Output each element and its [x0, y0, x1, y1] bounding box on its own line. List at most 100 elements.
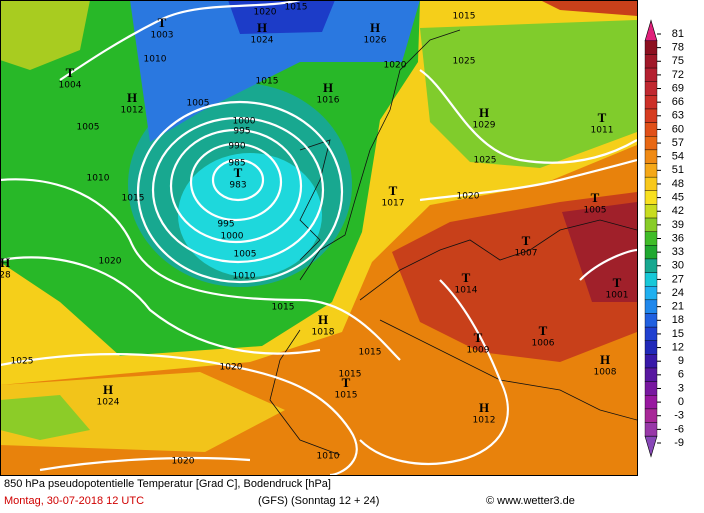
legend-swatch	[644, 245, 658, 260]
caption-description: 850 hPa pseudopotentielle Temperatur [Gr…	[4, 478, 331, 490]
pressure-value: 1015	[335, 391, 358, 401]
pressure-symbol: H	[103, 382, 113, 397]
legend-label: 30	[672, 260, 684, 272]
pressure-symbol: T	[462, 270, 471, 285]
legend-label: 6	[678, 369, 684, 381]
isobar-label: 1010	[233, 272, 256, 282]
isobar	[136, 100, 344, 284]
isobar-label: 1020	[254, 8, 277, 18]
isobar-label: 1025	[453, 57, 476, 67]
legend-label: 81	[672, 28, 684, 40]
legend-swatch	[644, 395, 658, 410]
legend-swatch	[644, 299, 658, 314]
legend-label: 9	[678, 355, 684, 367]
isobar-label: 1020	[220, 363, 243, 373]
pressure-symbol: T	[342, 375, 351, 390]
isobar-label: 1020	[457, 192, 480, 202]
isobar-label: 1010	[144, 55, 167, 65]
legend-label: 60	[672, 123, 684, 135]
legend-swatch	[644, 272, 658, 287]
legend-label: 75	[672, 55, 684, 67]
isobar	[189, 142, 283, 222]
legend-swatch	[644, 422, 658, 437]
caption-date: Montag, 30-07-2018 12 UTC	[4, 495, 144, 507]
pressure-symbol: H	[0, 255, 10, 270]
isobar-label: 1015	[339, 370, 362, 380]
legend-swatch	[644, 204, 658, 219]
isobar-label: 1020	[172, 457, 195, 467]
legend-swatch	[644, 67, 658, 82]
legend-label: 48	[672, 178, 684, 190]
pressure-value: 1014	[455, 286, 478, 296]
isobar-label: 1015	[359, 348, 382, 358]
legend-label: 15	[672, 328, 684, 340]
pressure-symbol: T	[591, 190, 600, 205]
pressure-value: 1005	[584, 206, 607, 216]
pressure-symbol: T	[522, 233, 531, 248]
pressure-symbol: H	[370, 20, 380, 35]
isobar-label: 1015	[122, 194, 145, 204]
map: T1003H1024H1026T1004H1012H1016H1029T1011…	[0, 0, 637, 475]
legend-swatch	[644, 231, 658, 246]
pressure-symbol: H	[127, 90, 137, 105]
pressure-symbol: T	[613, 275, 622, 290]
cold-zone	[130, 0, 420, 142]
isobar-label: 1015	[285, 3, 308, 13]
legend-label: 3	[678, 382, 684, 394]
hot-zone	[540, 0, 637, 16]
pressure-value: 1012	[473, 416, 496, 426]
pressure-symbol: H	[479, 105, 489, 120]
pressure-value: 983	[229, 181, 246, 191]
isobar-label: 1015	[256, 77, 279, 87]
pressure-value: 1029	[473, 121, 496, 131]
isobar-label: 1000	[221, 232, 244, 242]
legend-swatch	[644, 176, 658, 191]
legend-swatch	[644, 381, 658, 396]
legend-label: 21	[672, 301, 684, 313]
pressure-value: 1016	[317, 96, 340, 106]
pressure-symbol: H	[479, 400, 489, 415]
legend-label: 72	[672, 69, 684, 81]
isobar-label: 1025	[474, 156, 497, 166]
pressure-value: 1024	[97, 398, 120, 408]
pressure-symbol: T	[66, 65, 75, 80]
isobar	[0, 0, 637, 475]
legend-label: 57	[672, 137, 684, 149]
legend-arrow	[644, 19, 658, 42]
pressure-symbol: T	[234, 165, 243, 180]
isobar-label: 1005	[187, 99, 210, 109]
legend-swatch	[644, 95, 658, 110]
isobar-label: 1025	[11, 357, 34, 367]
legend-label: 78	[672, 42, 684, 54]
pressure-symbol: H	[600, 352, 610, 367]
legend-swatch	[644, 408, 658, 423]
cold-zone	[228, 0, 335, 34]
caption-model: (GFS) (Sonntag 12 + 24)	[258, 495, 379, 507]
hot-zone	[562, 202, 637, 302]
legend-swatch	[644, 122, 658, 137]
isobar-label: 1020	[99, 257, 122, 267]
legend-label: 36	[672, 232, 684, 244]
legend-swatch	[644, 40, 658, 55]
mild-zone	[0, 395, 90, 440]
pressure-value: 1009	[467, 346, 490, 356]
pressure-value: 1001	[606, 291, 629, 301]
legend-swatch	[644, 286, 658, 301]
isobar	[151, 116, 325, 264]
isobar-label: 1010	[87, 174, 110, 184]
pressure-symbol: T	[474, 330, 483, 345]
isobar-label: 985	[228, 159, 245, 169]
pressure-symbol: T	[389, 183, 398, 198]
isobar-label: 1010	[317, 452, 340, 462]
legend-label: 45	[672, 192, 684, 204]
legend-label: 0	[678, 396, 684, 408]
legend-swatch	[644, 313, 658, 328]
pressure-symbol: H	[257, 20, 267, 35]
pressure-symbol: T	[598, 110, 607, 125]
legend-label: 63	[672, 110, 684, 122]
legend-label: 18	[672, 314, 684, 326]
legend-label: 39	[672, 219, 684, 231]
legend-label: 54	[672, 151, 684, 163]
isobar-label: 995	[217, 220, 234, 230]
